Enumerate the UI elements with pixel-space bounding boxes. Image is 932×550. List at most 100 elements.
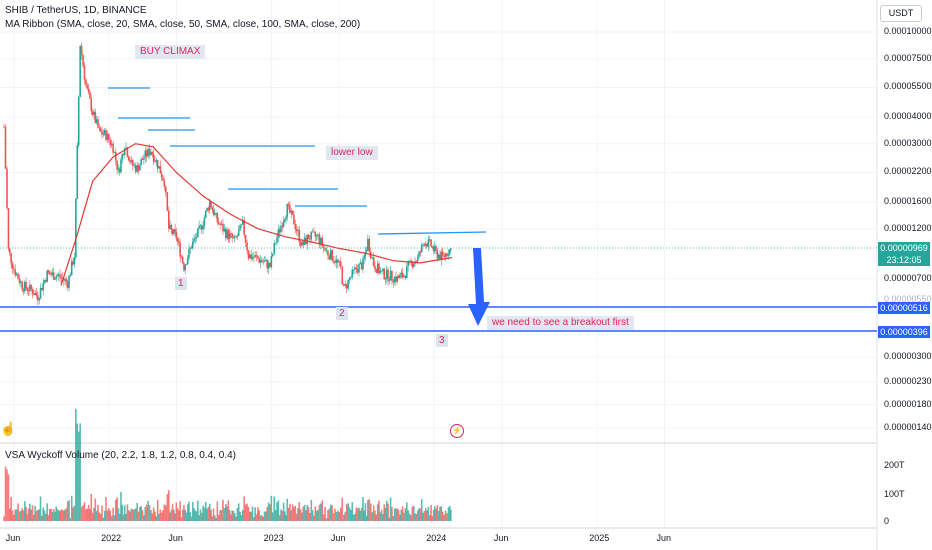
volume-bar bbox=[266, 507, 269, 521]
volume-bar bbox=[396, 508, 399, 521]
x-tick-label: 2025 bbox=[589, 533, 610, 543]
candle-body bbox=[227, 229, 230, 240]
volume-bar bbox=[235, 516, 237, 521]
candle-body bbox=[254, 255, 256, 258]
candle-body bbox=[439, 254, 441, 260]
candle-body bbox=[21, 281, 24, 290]
candle-body bbox=[253, 256, 255, 258]
volume-bar bbox=[33, 514, 35, 521]
candle-body bbox=[61, 278, 64, 279]
volume-bar bbox=[286, 498, 289, 521]
candle-body bbox=[4, 126, 7, 169]
y-tick-label: 0.00000180 bbox=[884, 398, 932, 409]
volume-bar bbox=[129, 511, 131, 521]
volume-bar bbox=[200, 512, 203, 521]
volume-bar bbox=[56, 509, 59, 521]
volume-bar bbox=[183, 504, 185, 521]
candle-body bbox=[132, 160, 134, 166]
volume-bar bbox=[376, 504, 379, 521]
candle-body bbox=[367, 238, 369, 251]
candle-body bbox=[204, 210, 207, 218]
volume-bar bbox=[423, 510, 426, 521]
volume-bar bbox=[251, 506, 254, 521]
currency-button[interactable]: USDT bbox=[880, 5, 922, 22]
candle-body bbox=[27, 290, 30, 292]
volume-bar bbox=[287, 507, 290, 521]
volume-bar bbox=[267, 502, 270, 521]
volume-bar bbox=[356, 508, 359, 521]
volume-bar bbox=[441, 511, 444, 521]
candle-body bbox=[364, 251, 367, 257]
volume-bar bbox=[327, 510, 329, 521]
volume-bar bbox=[414, 513, 416, 521]
volume-bar bbox=[64, 509, 66, 521]
candle-body bbox=[224, 228, 227, 239]
volume-bar bbox=[57, 510, 60, 521]
candle-body bbox=[412, 263, 415, 267]
volume-bar bbox=[160, 512, 163, 521]
candle-body bbox=[246, 242, 248, 251]
candle-body bbox=[426, 243, 428, 247]
volume-bar bbox=[155, 516, 158, 521]
candle-body bbox=[169, 224, 171, 229]
volume-bar bbox=[109, 510, 112, 521]
candle-body bbox=[341, 266, 344, 285]
volume-bar bbox=[360, 507, 363, 521]
volume-bar bbox=[185, 512, 188, 521]
candle-body bbox=[271, 254, 274, 256]
volume-bar bbox=[162, 510, 164, 521]
volume-bar bbox=[42, 507, 44, 521]
lower-low-label: lower low bbox=[326, 146, 378, 160]
volume-bar bbox=[384, 507, 387, 521]
volume-bar bbox=[270, 495, 273, 521]
candle-body bbox=[83, 65, 86, 80]
candle-body bbox=[179, 242, 181, 257]
volume-bar bbox=[313, 515, 315, 521]
volume-bar bbox=[257, 507, 259, 521]
candle-body bbox=[352, 269, 355, 271]
candle-body bbox=[191, 241, 194, 249]
candle-body bbox=[173, 229, 175, 234]
candle-body bbox=[334, 261, 336, 264]
candle-body bbox=[287, 203, 290, 206]
volume-bar bbox=[334, 508, 336, 521]
volume-bar bbox=[352, 514, 355, 521]
volume-bar bbox=[30, 509, 32, 521]
candle-body bbox=[265, 259, 267, 261]
volume-tick-label: 200T bbox=[884, 460, 905, 470]
volume-bar bbox=[7, 474, 10, 521]
lightning-icon[interactable]: ⚡ bbox=[450, 424, 464, 438]
candle-body bbox=[206, 207, 208, 211]
x-tick-label: Jun bbox=[168, 533, 183, 543]
candle-body bbox=[388, 280, 391, 282]
candle-body bbox=[399, 274, 401, 279]
candle-body bbox=[286, 203, 289, 217]
volume-bar bbox=[223, 508, 226, 521]
volume-bar bbox=[103, 510, 106, 521]
volume-bar bbox=[258, 510, 260, 521]
candle-body bbox=[57, 274, 60, 276]
volume-bar bbox=[254, 507, 256, 521]
candle-body bbox=[410, 260, 412, 262]
volume-bar bbox=[271, 512, 274, 521]
candle-body bbox=[448, 249, 451, 255]
volume-bar bbox=[98, 512, 101, 521]
volume-bar bbox=[233, 513, 236, 521]
volume-bar bbox=[110, 516, 113, 521]
candle-body bbox=[284, 219, 286, 222]
candle-body bbox=[86, 85, 89, 89]
candle-body bbox=[46, 270, 49, 282]
candle-body bbox=[291, 210, 294, 215]
volume-bar bbox=[60, 509, 63, 521]
candle-body bbox=[216, 212, 219, 223]
hand-cursor-icon[interactable]: ☝ bbox=[0, 421, 17, 436]
candle-body bbox=[63, 278, 65, 281]
volume-bar bbox=[411, 506, 414, 521]
candle-body bbox=[17, 273, 19, 279]
candle-body bbox=[180, 256, 183, 258]
candle-body bbox=[195, 237, 198, 238]
candle-body bbox=[139, 164, 141, 171]
candle-body bbox=[73, 257, 76, 265]
volume-bar bbox=[27, 508, 30, 521]
